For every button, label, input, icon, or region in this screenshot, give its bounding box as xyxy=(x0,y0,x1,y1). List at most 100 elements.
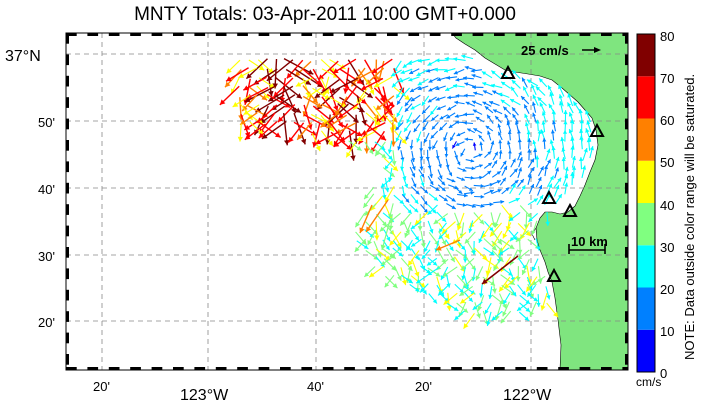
current-vector-head xyxy=(374,82,380,88)
current-vector-head xyxy=(359,227,365,233)
current-vector-head xyxy=(296,93,302,99)
current-vector-head xyxy=(490,140,495,145)
current-vector-head xyxy=(417,226,423,231)
current-vector-head xyxy=(471,73,476,78)
current-vector-head xyxy=(404,127,408,132)
current-vector-head xyxy=(468,228,473,233)
current-vector-head xyxy=(405,198,410,203)
current-vector-head xyxy=(414,199,419,204)
current-vector-head xyxy=(374,235,380,241)
current-vector-head xyxy=(487,114,491,119)
current-vector-head xyxy=(493,160,498,165)
current-vector-head xyxy=(244,124,251,130)
current-vector-head xyxy=(451,197,456,202)
current-vector-head xyxy=(438,228,443,233)
current-vector-head xyxy=(521,290,526,296)
lon-label: 40' xyxy=(307,379,324,394)
current-vector-head xyxy=(529,311,535,317)
current-vector-head xyxy=(295,107,301,113)
colorbar xyxy=(636,33,656,373)
current-vector xyxy=(259,105,286,124)
current-vector-head xyxy=(397,275,402,281)
current-vector-head xyxy=(561,157,566,162)
current-vector-head xyxy=(419,156,424,161)
current-vector-head xyxy=(414,271,420,278)
current-vector-head xyxy=(475,275,481,281)
current-vector-head xyxy=(225,81,231,88)
current-vector-head xyxy=(376,252,382,258)
current-vector-head xyxy=(427,61,432,66)
current-vector-head xyxy=(579,135,584,140)
current-vector-head xyxy=(468,187,473,191)
current-vector-head xyxy=(479,175,483,180)
current-vector-head xyxy=(471,250,477,255)
current-vector-head xyxy=(404,102,409,107)
current-vector-head xyxy=(491,245,497,251)
current-vector-head xyxy=(431,125,436,130)
current-vector-head xyxy=(446,75,451,80)
current-vector-head xyxy=(564,182,569,187)
current-vector-head xyxy=(527,148,532,153)
current-vector-head xyxy=(524,104,528,109)
current-vector-head xyxy=(579,128,584,134)
current-vector-head xyxy=(414,208,419,213)
current-vector-head xyxy=(460,152,464,157)
current-vector-head xyxy=(369,272,375,278)
current-vector-head xyxy=(472,109,477,114)
current-vector-head xyxy=(297,134,303,140)
current-vector-head xyxy=(531,266,536,272)
current-vector-head xyxy=(328,126,335,132)
current-vector-head xyxy=(462,283,468,289)
current-vector-head xyxy=(467,128,471,132)
current-vector-head xyxy=(551,146,556,151)
current-vector-head xyxy=(497,239,502,245)
current-vector-head xyxy=(570,172,575,177)
current-vector-head xyxy=(501,81,506,86)
current-vector-head xyxy=(300,138,307,145)
current-vector-head xyxy=(504,114,509,119)
current-vector-head xyxy=(436,77,442,82)
current-vector-head xyxy=(327,140,334,146)
current-vector-head xyxy=(521,185,526,190)
coastline-land xyxy=(451,33,628,370)
current-vector-head xyxy=(555,167,559,172)
current-vector-head xyxy=(240,119,246,125)
current-vector-head xyxy=(284,102,291,108)
current-vector-head xyxy=(316,102,323,108)
current-vector-head xyxy=(527,138,532,143)
current-vector-head xyxy=(525,307,531,312)
current-vector-head xyxy=(411,173,416,178)
current-vectors xyxy=(219,54,594,329)
current-vector-head xyxy=(546,295,551,300)
current-vector-head xyxy=(420,242,426,248)
current-vector-head xyxy=(385,196,390,203)
current-vector-head xyxy=(427,271,433,276)
current-vector-head xyxy=(390,141,397,147)
colorbar-segment xyxy=(637,160,655,203)
current-vector-head xyxy=(532,140,537,145)
current-vector-head xyxy=(585,128,590,133)
current-vector-head xyxy=(390,123,397,130)
current-vector-head xyxy=(573,101,578,107)
current-vector-head xyxy=(447,95,451,100)
current-vector-head xyxy=(472,85,476,90)
current-vector-head xyxy=(444,68,449,73)
current-vector-head xyxy=(445,87,450,91)
current-vector-head xyxy=(375,120,381,126)
current-vector-head xyxy=(477,305,483,311)
current-vector-head xyxy=(356,136,363,142)
current-vector-head xyxy=(411,158,416,163)
current-vector xyxy=(329,77,359,94)
current-vector-head xyxy=(454,114,459,119)
current-vector-head xyxy=(420,173,425,178)
current-vector-head xyxy=(430,134,435,139)
current-vector-head xyxy=(457,161,461,166)
current-vector-head xyxy=(495,115,499,120)
current-vector-head xyxy=(563,110,568,115)
current-vector-head xyxy=(491,288,497,294)
current-vector-head xyxy=(384,282,390,288)
current-vector-head xyxy=(420,182,425,187)
current-vector-head xyxy=(417,58,422,63)
current-vector-head xyxy=(524,113,529,119)
current-vector-head xyxy=(482,101,487,106)
